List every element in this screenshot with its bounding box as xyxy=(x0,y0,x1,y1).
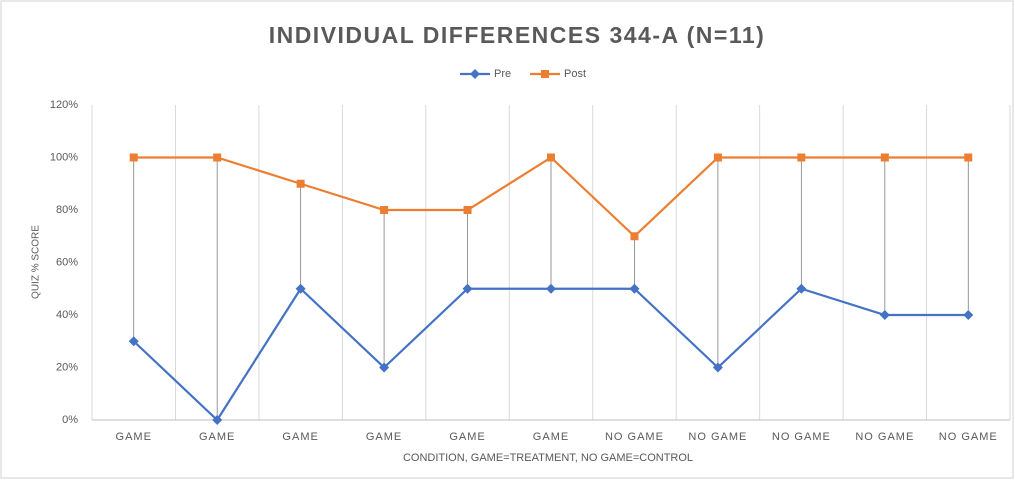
y-tick-label: 40% xyxy=(56,309,78,321)
marker xyxy=(463,206,472,214)
x-tick-label: GAME xyxy=(366,431,402,443)
marker xyxy=(963,310,974,320)
x-tick-label: GAME xyxy=(533,431,569,443)
x-tick-label: NO GAME xyxy=(688,431,747,443)
marker xyxy=(380,206,389,214)
y-tick-label: 60% xyxy=(56,256,78,268)
marker xyxy=(128,336,139,347)
marker xyxy=(295,283,306,294)
x-axis-label: CONDITION, GAME=TREATMENT, NO GAME=CONTR… xyxy=(403,452,693,464)
marker xyxy=(379,362,390,373)
chart-title: INDIVIDUAL DIFFERENCES 344-A (N=11) xyxy=(269,22,766,48)
marker xyxy=(712,362,723,373)
x-tick-label: GAME xyxy=(199,431,235,443)
x-tick-label: GAME xyxy=(282,431,318,443)
marker xyxy=(470,69,480,79)
x-tick-label: NO GAME xyxy=(855,431,914,443)
marker xyxy=(546,283,556,294)
y-axis-label: QUIZ % SCORE xyxy=(31,225,42,299)
y-tick-label: 120% xyxy=(50,99,78,111)
marker xyxy=(796,283,807,294)
marker xyxy=(964,153,973,162)
x-tick-label: NO GAME xyxy=(772,431,831,443)
y-tick-label: 0% xyxy=(62,414,78,426)
marker xyxy=(547,153,555,162)
marker xyxy=(879,310,890,320)
y-tick-label: 100% xyxy=(50,151,78,163)
marker xyxy=(213,153,222,162)
x-tick-label: GAME xyxy=(449,431,485,443)
x-tick-label: NO GAME xyxy=(939,431,998,443)
marker xyxy=(541,70,549,78)
x-tick-label: NO GAME xyxy=(605,431,664,443)
marker xyxy=(630,232,639,241)
legend-label: Post xyxy=(564,68,586,80)
marker xyxy=(880,153,889,162)
legend-label: Pre xyxy=(494,68,511,80)
y-tick-label: 80% xyxy=(56,204,78,216)
marker xyxy=(629,283,640,294)
y-tick-label: 20% xyxy=(56,361,78,373)
marker xyxy=(129,153,138,162)
marker xyxy=(462,283,473,294)
x-tick-label: GAME xyxy=(116,431,152,443)
marker xyxy=(296,179,305,188)
marker xyxy=(212,415,223,425)
marker xyxy=(713,153,722,162)
marker xyxy=(797,153,806,162)
